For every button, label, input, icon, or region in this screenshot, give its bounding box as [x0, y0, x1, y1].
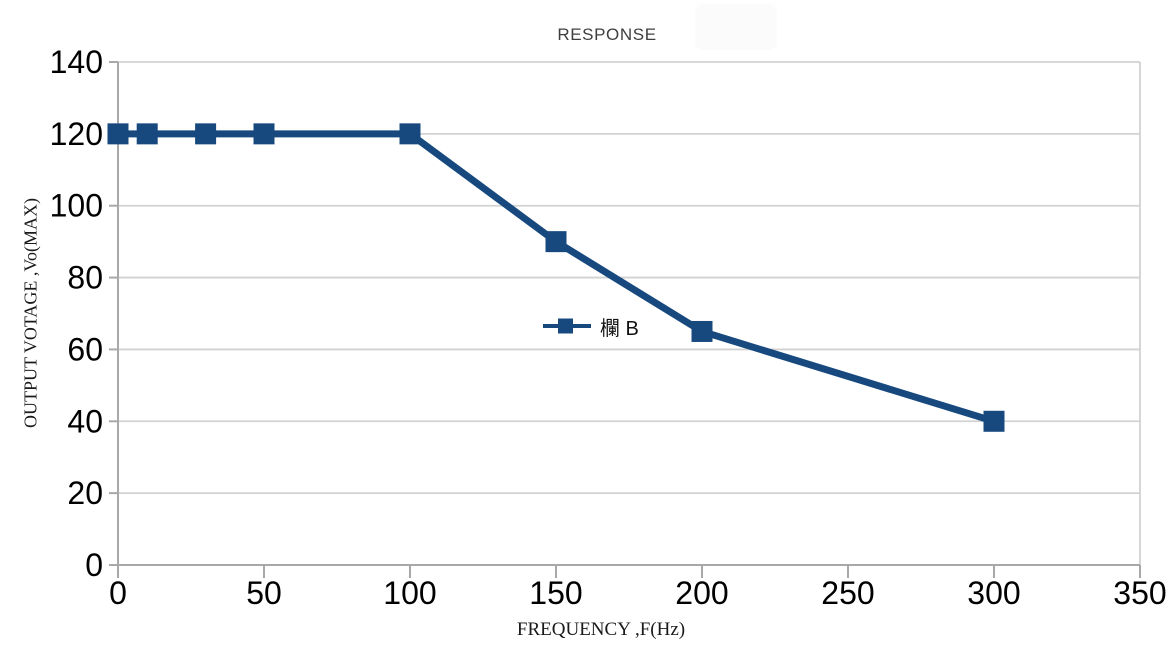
y-tick-label: 80 [67, 260, 103, 296]
y-tick-label: 20 [67, 475, 103, 511]
x-tick-label: 200 [675, 575, 728, 611]
y-tick-label: 0 [85, 547, 103, 583]
y-tick-label: 60 [67, 331, 103, 367]
data-point-marker [195, 123, 217, 145]
x-tick-label: 100 [383, 575, 436, 611]
x-tick-label: 350 [1113, 575, 1166, 611]
legend-line-marker-icon [543, 318, 591, 334]
data-point-marker [136, 123, 158, 145]
y-tick-label: 140 [50, 44, 103, 80]
y-tick-label: 100 [50, 188, 103, 224]
data-point-marker [983, 410, 1005, 432]
data-point-marker [399, 123, 421, 145]
data-point-marker [107, 123, 129, 145]
data-point-marker [691, 320, 713, 342]
x-tick-label: 250 [821, 575, 874, 611]
x-axis-title: FREQUENCY ,F(Hz) [516, 619, 686, 640]
x-tick-label: 300 [967, 575, 1020, 611]
y-tick-label: 40 [67, 403, 103, 439]
legend-label: 欄 B [600, 317, 639, 340]
x-tick-label: 0 [109, 575, 127, 611]
y-tick-label: 120 [50, 116, 103, 152]
chart-title: RESPONSE [557, 25, 657, 44]
data-point-marker [253, 123, 275, 145]
x-tick-label: 150 [529, 575, 582, 611]
y-axis-title: OUTPUT VOTAGE ,Vo(MAX) [20, 197, 41, 429]
watermark [695, 4, 777, 50]
legend: 欄 B [543, 313, 639, 340]
x-tick-label: 50 [246, 575, 282, 611]
data-point-marker [545, 231, 567, 253]
